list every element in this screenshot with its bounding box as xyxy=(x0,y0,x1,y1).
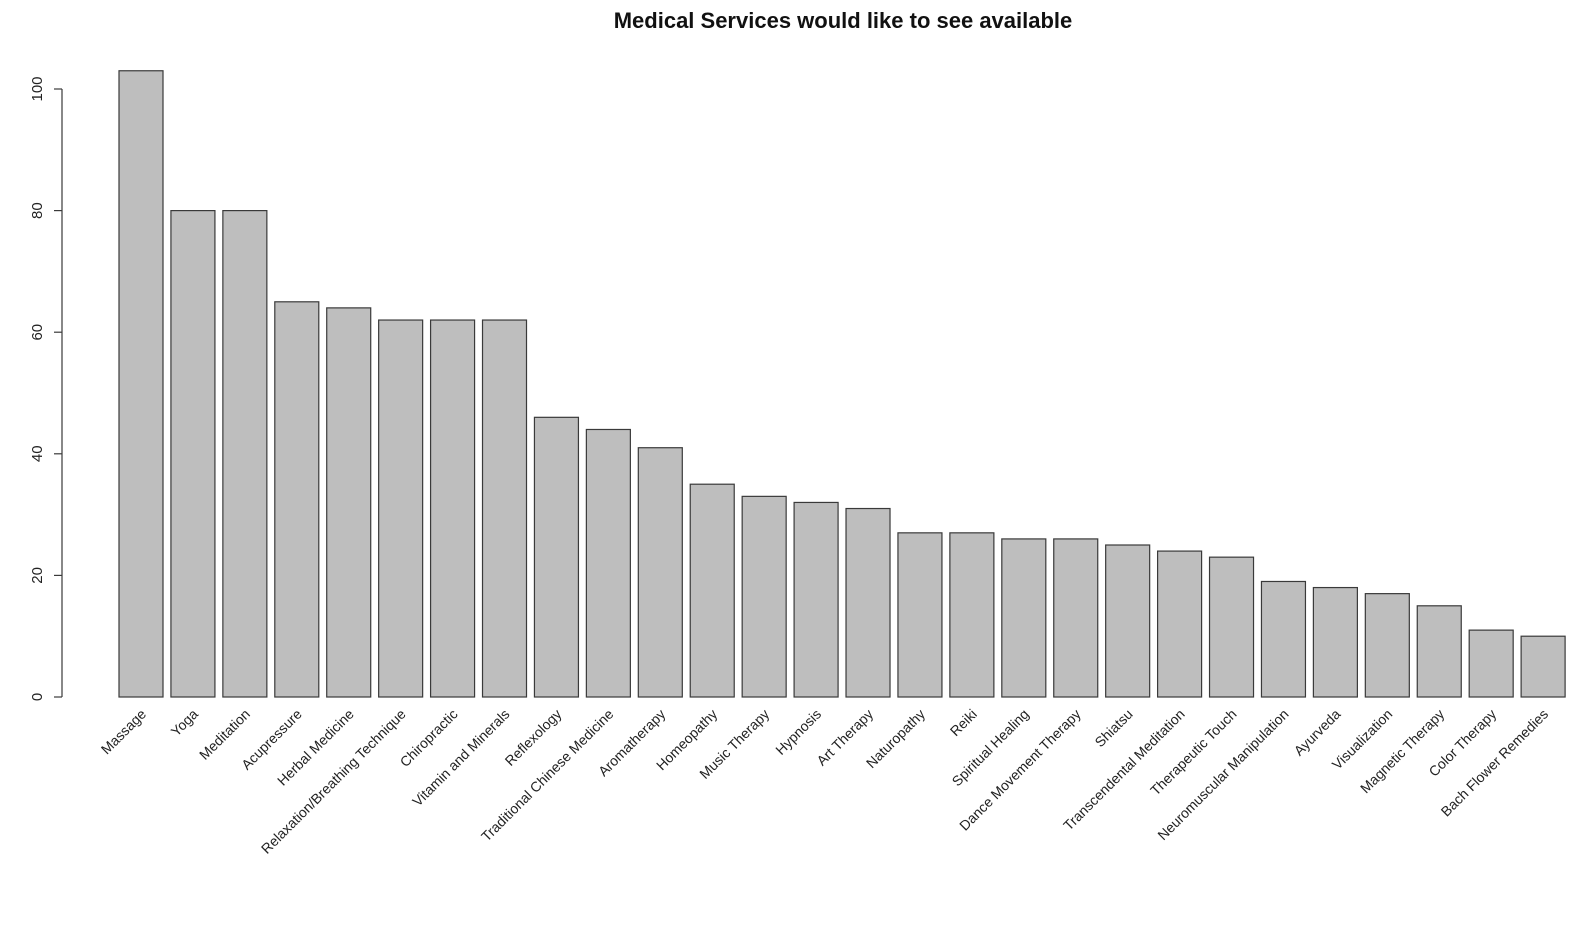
category-label: Shiatsu xyxy=(1091,706,1135,750)
y-tick-label: 20 xyxy=(29,567,46,584)
bar xyxy=(689,483,735,698)
bar xyxy=(845,507,891,698)
category-label: Therapeutic Touch xyxy=(1147,706,1240,799)
bar xyxy=(1312,586,1358,698)
bar xyxy=(533,416,580,698)
bar xyxy=(1105,544,1151,698)
y-tick-label: 60 xyxy=(29,324,46,341)
bar xyxy=(170,210,216,698)
category-label: Bach Flower Remedies xyxy=(1438,706,1552,820)
bar xyxy=(481,319,528,698)
category-label: Reiki xyxy=(947,706,980,739)
bar xyxy=(274,301,320,698)
bar xyxy=(949,532,995,698)
bar xyxy=(429,319,476,698)
bar xyxy=(1208,556,1255,698)
bar xyxy=(1468,629,1514,698)
bar xyxy=(585,428,631,698)
bar xyxy=(793,501,839,698)
chart-title: Medical Services would like to see avail… xyxy=(614,8,1073,33)
bar xyxy=(1053,538,1099,698)
category-label: Ayurveda xyxy=(1291,706,1344,759)
bar xyxy=(118,70,164,698)
bar xyxy=(897,532,943,698)
bar xyxy=(637,447,683,698)
y-tick-label: 80 xyxy=(29,202,46,219)
y-tick-label: 40 xyxy=(29,445,46,462)
y-axis: 0 20 40 60 80 100 xyxy=(29,76,63,701)
y-tick-label: 100 xyxy=(29,76,46,101)
bar xyxy=(378,319,424,698)
bar xyxy=(1260,580,1307,698)
bar xyxy=(741,495,787,698)
category-label: Hypnosis xyxy=(772,706,824,758)
bar xyxy=(1156,550,1203,698)
bar xyxy=(1364,593,1410,698)
bar xyxy=(326,307,372,698)
category-label: Massage xyxy=(98,706,150,758)
bar xyxy=(1520,635,1566,698)
bars xyxy=(118,70,1566,698)
category-label: Yoga xyxy=(168,706,202,740)
category-label: Vitamin and Minerals xyxy=(409,706,513,810)
y-tick-label: 0 xyxy=(29,693,46,701)
bar xyxy=(222,210,268,698)
bar xyxy=(1416,605,1462,698)
bar xyxy=(1001,538,1047,698)
